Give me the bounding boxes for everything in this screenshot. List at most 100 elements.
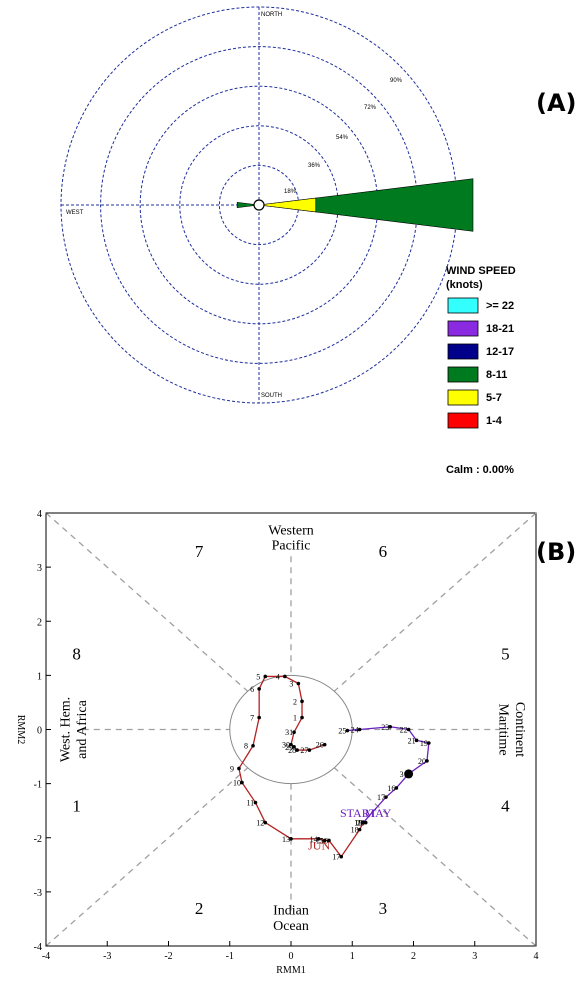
rmm-day-point	[363, 820, 368, 825]
rmm-y-axis-label: RMM2	[15, 715, 26, 744]
rmm-day-label: 15	[316, 836, 324, 845]
region-indian-ocean: Ocean	[273, 919, 309, 934]
legend-swatch-3	[447, 366, 479, 383]
rmm-day-label: 30	[282, 741, 290, 750]
rose-direction-north: NORTH	[261, 12, 282, 18]
rmm-y-tick-label: -4	[34, 942, 42, 953]
rose-direction-west: WEST	[66, 210, 84, 216]
rmm-phase-2: 2	[195, 899, 204, 918]
rmm-day-point	[357, 727, 362, 732]
rmm-x-axis-label: RMM1	[276, 965, 305, 976]
legend-swatch-5	[447, 412, 479, 429]
legend-swatch-4	[447, 389, 479, 406]
rmm-x-tick-label: -1	[226, 951, 234, 962]
rmm-divider	[333, 767, 537, 947]
rmm-start-label: START	[340, 806, 377, 820]
region-maritime-continent: Maritime	[495, 703, 510, 755]
rmm-day-label: 18	[354, 819, 362, 828]
rmm-y-tick-label: 3	[37, 563, 42, 574]
rmm-y-tick-label: 0	[37, 726, 42, 737]
rose-petal-270-8-11	[236, 201, 260, 209]
rmm-day-label: 9	[230, 764, 234, 773]
rmm-month-jun: JUN	[308, 839, 330, 853]
rmm-day-label: 4	[276, 672, 280, 681]
rmm-day-point	[295, 748, 299, 752]
region-indian-ocean: Indian	[273, 904, 309, 919]
rose-petal-90-5-7	[258, 197, 317, 213]
rmm-day-label: 26	[316, 741, 324, 750]
rmm-phase-1: 1	[72, 796, 81, 815]
rose-ring-label: 54%	[336, 135, 349, 141]
rmm-y-tick-label: -1	[34, 780, 42, 791]
rmm-day-point	[296, 681, 301, 686]
rmm-day-label: 16	[320, 836, 328, 845]
legend-label-3: 8-11	[486, 369, 507, 381]
wind-rose-chart: 18%36%54%72%90%NORTHSOUTHEASTWEST	[60, 6, 474, 404]
rmm-day-point	[384, 795, 388, 799]
rose-direction-south: SOUTH	[261, 393, 282, 399]
rose-ring-label: 72%	[364, 105, 377, 111]
rose-ring-label: 18%	[284, 189, 297, 195]
rmm-day-point	[339, 854, 344, 859]
rmm-day-point	[322, 838, 327, 843]
region-west-hem-africa: and Africa	[75, 699, 90, 758]
rmm-day-label: 18	[351, 826, 359, 835]
rmm-day-label: 31	[400, 770, 408, 779]
rmm-day-point	[283, 674, 287, 679]
rmm-day-point	[345, 728, 350, 733]
rmm-divider	[45, 512, 249, 692]
rmm-day-point	[425, 759, 429, 763]
rmm-day-label: 6	[250, 685, 254, 694]
rmm-month-may: MAY	[365, 806, 392, 820]
rmm-trajectory-1	[238, 675, 366, 858]
rmm-day-point	[237, 766, 241, 771]
legend-swatch-1	[447, 320, 479, 337]
legend-swatch-2	[447, 343, 479, 360]
rose-petal-90-8-11	[258, 178, 474, 232]
rmm-day-point	[322, 742, 327, 747]
rmm-day-label: 29	[285, 743, 293, 752]
rmm-day-label: 23	[381, 723, 389, 732]
legend-swatch-0	[447, 297, 479, 314]
rmm-day-point	[289, 837, 293, 841]
rmm-day-point	[253, 800, 258, 805]
rmm-day-label: 14	[310, 835, 318, 844]
rmm-day-label: 12	[256, 819, 264, 828]
rmm-day-point	[414, 738, 419, 743]
rmm-phase-3: 3	[379, 899, 388, 918]
rmm-day-point	[300, 715, 304, 720]
rmm-day-label: 20	[418, 757, 426, 766]
rmm-day-point	[427, 741, 431, 745]
rmm-day-label: 19	[420, 739, 428, 748]
region-western-pacific: Pacific	[272, 538, 311, 553]
rmm-day-label: 27	[300, 746, 308, 755]
rmm-divider	[333, 512, 537, 692]
region-west-hem-africa: West. Hem.	[58, 697, 73, 762]
rmm-day-point	[388, 724, 393, 729]
rmm-day-point	[292, 745, 296, 749]
rmm-day-label: 2	[293, 697, 297, 706]
rose-center-calm-circle	[253, 199, 265, 211]
legend-calm: Calm : 0.00%	[446, 464, 514, 476]
panel-label-b: (B)	[536, 538, 576, 566]
rmm-y-tick-label: -3	[34, 888, 42, 899]
rmm-day-point	[251, 743, 255, 748]
rmm-day-label: 10	[233, 779, 241, 788]
rmm-start-marker	[404, 769, 414, 779]
rmm-day-label: 31	[285, 728, 293, 737]
rmm-day-label: 11	[246, 799, 254, 808]
rmm-day-point	[257, 687, 261, 691]
rmm-day-point	[307, 748, 312, 752]
rmm-day-point	[292, 730, 296, 735]
rmm-x-tick-label: 2	[411, 951, 416, 962]
rmm-day-label: 17	[377, 793, 385, 802]
rmm-day-point	[300, 699, 304, 704]
rmm-y-tick-label: -2	[34, 834, 42, 845]
legend-title: WIND SPEED	[446, 265, 516, 277]
rmm-day-label: 5	[256, 672, 260, 681]
legend-label-4: 5-7	[486, 392, 502, 404]
rmm-day-point	[257, 715, 261, 720]
region-maritime-continent: Continent	[512, 702, 527, 757]
